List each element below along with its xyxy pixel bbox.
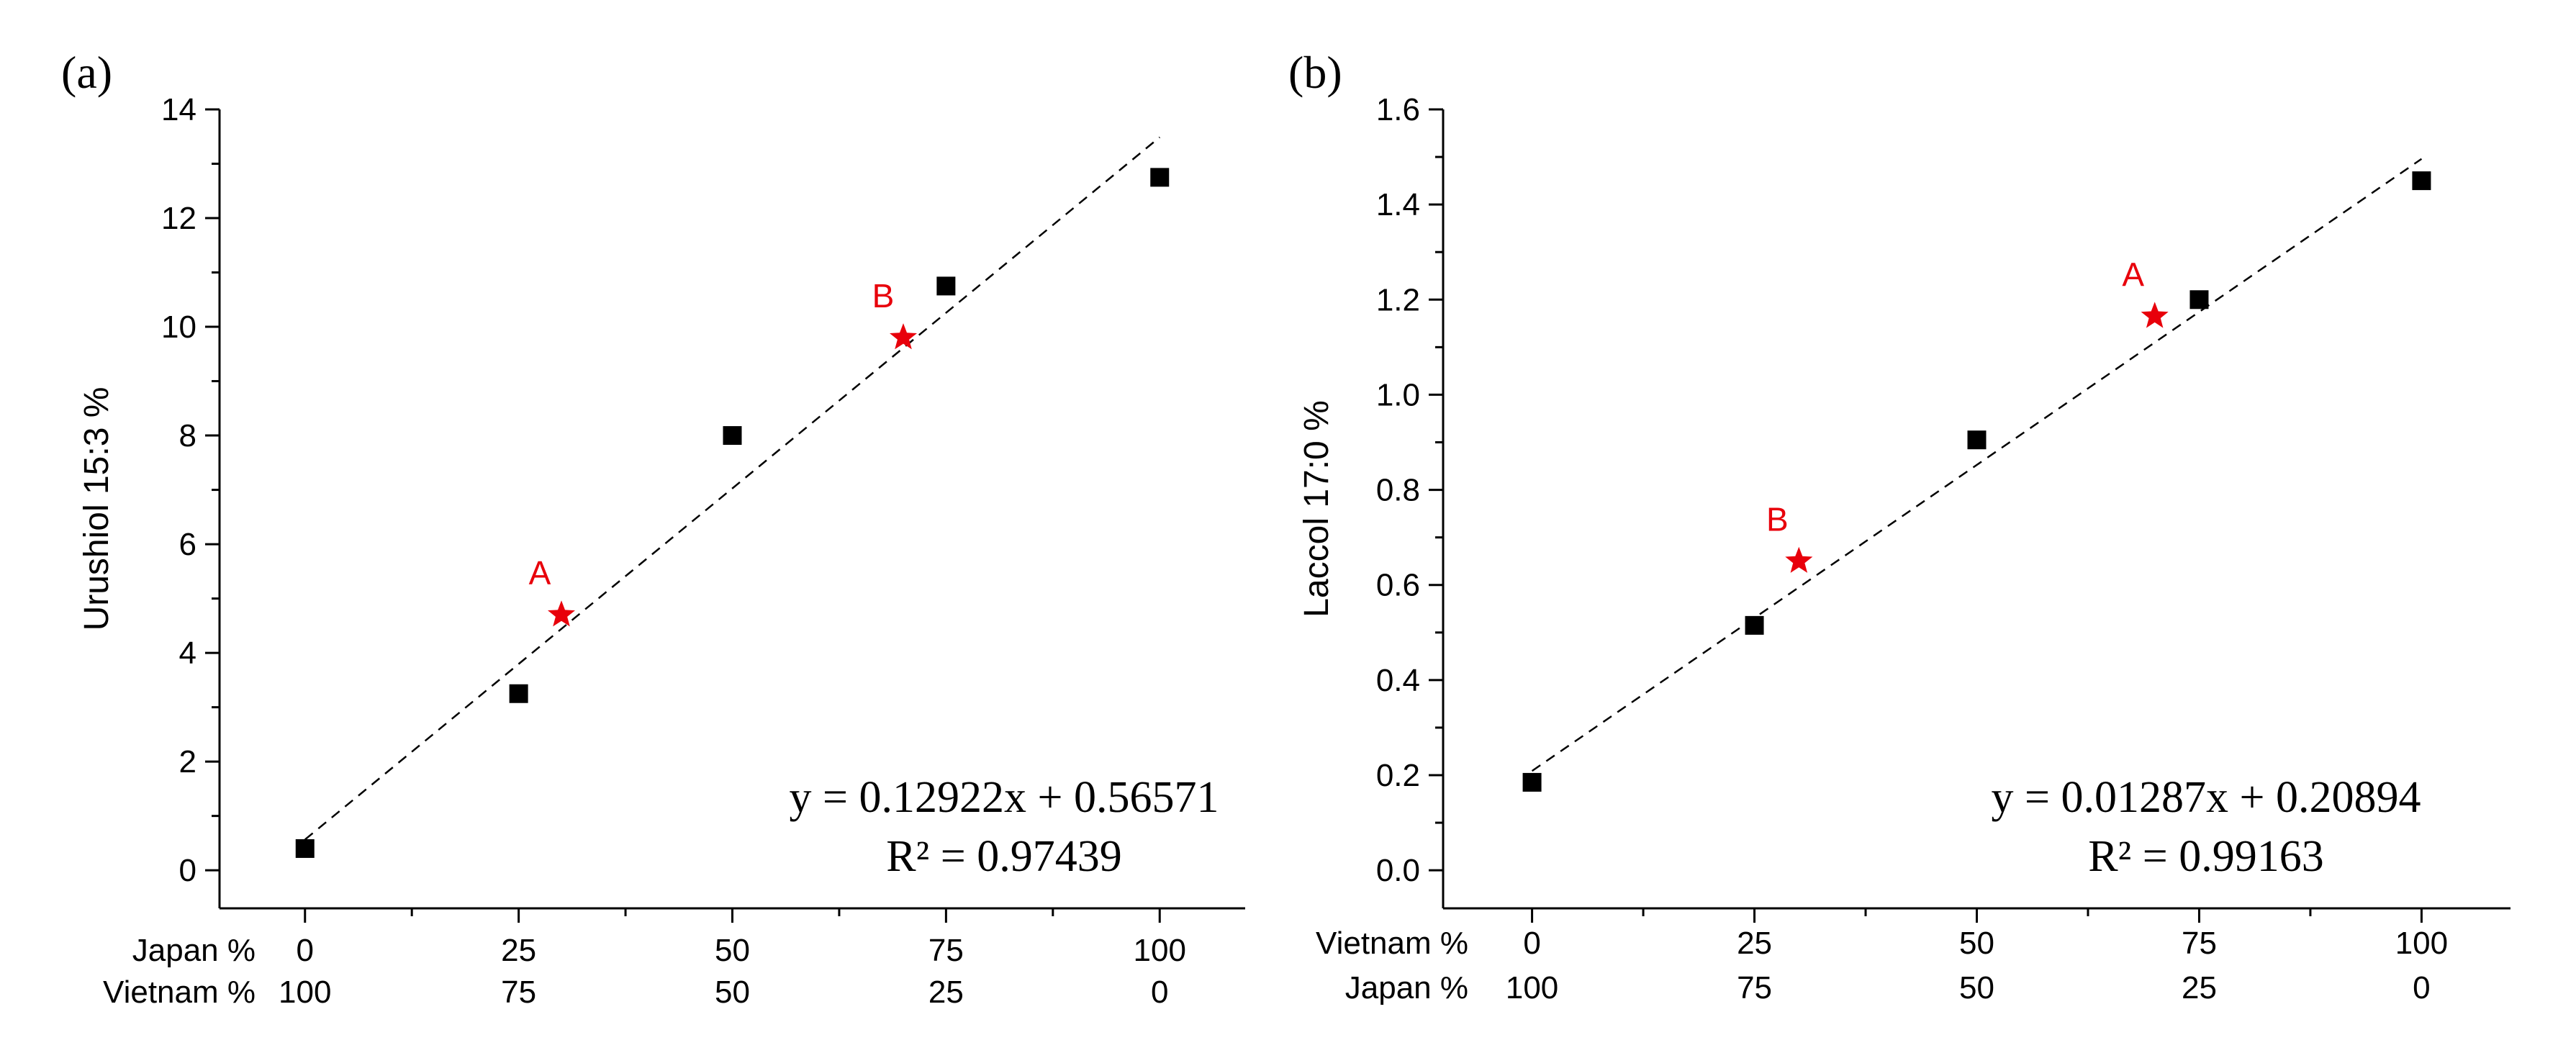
y-tick-label: 6 [179, 527, 196, 562]
panel-label: (b) [1288, 47, 1342, 98]
y-tick-label: 0.4 [1376, 663, 1420, 698]
y-axis-title: Urushiol 15:3 % [78, 387, 116, 631]
y-tick-label: 0.8 [1376, 473, 1420, 508]
x-row-label: Vietnam % [1316, 926, 1468, 961]
x-tick-label: 75 [501, 975, 536, 1010]
x-tick-label: 100 [1134, 933, 1186, 968]
fit-equation: y = 0.01287x + 0.20894 [1992, 773, 2421, 822]
chart-panel-b: (b) 0.0 0.2 0.4 0.6 0.8 1.0 1.2 1.4 1.6 Vietnam % 0… [1288, 47, 2511, 1005]
y-tick-label: 0 [179, 853, 196, 888]
sample-label: B [1766, 501, 1789, 538]
x-tick-label: 50 [715, 975, 750, 1010]
x-tick-label: 25 [2182, 970, 2217, 1005]
x-tick-label: 0 [1523, 926, 1540, 961]
x-tick-label: 0 [297, 933, 314, 968]
y-tick-label: 1.2 [1376, 282, 1420, 317]
x-row-label: Vietnam % [103, 975, 256, 1010]
y-tick-label: 14 [161, 92, 196, 127]
sample-label: A [2122, 256, 2144, 293]
x-tick-label: 0 [2413, 970, 2430, 1005]
data-point [2189, 290, 2209, 309]
chart-panel-a: (a) 0 2 4 6 8 10 12 14 Japan % 0 25 50 75 100 Vietnam %… [61, 47, 1245, 1010]
y-tick-label: 1.0 [1376, 377, 1420, 412]
data-point [723, 426, 742, 446]
x-row-label: Japan % [132, 933, 256, 968]
fit-r-squared: R² = 0.99163 [2088, 832, 2323, 881]
sample-star-a [2141, 302, 2169, 328]
x-tick-label: 50 [1959, 926, 1994, 961]
y-tick-label: 0.0 [1376, 853, 1420, 888]
sample-label: B [872, 277, 895, 315]
y-tick-label: 8 [179, 418, 196, 453]
x-tick-label: 25 [501, 933, 536, 968]
sample-star-b [1785, 546, 1813, 573]
y-tick-label: 0.2 [1376, 758, 1420, 793]
data-point [1150, 168, 1170, 187]
fit-line [1531, 158, 2423, 772]
sample-label: A [529, 554, 551, 592]
x-tick-label: 25 [928, 975, 964, 1010]
data-point [1745, 615, 1764, 635]
y-tick-label: 2 [179, 744, 196, 779]
data-point [509, 684, 528, 703]
panel-label: (a) [61, 47, 112, 98]
sample-star-a [548, 600, 575, 627]
y-tick-label: 1.6 [1376, 92, 1420, 127]
x-row-label: Japan % [1345, 970, 1468, 1005]
x-tick-label: 100 [2395, 926, 2448, 961]
x-tick-label: 75 [928, 933, 964, 968]
x-tick-label: 50 [715, 933, 750, 968]
y-tick-label: 12 [161, 201, 196, 236]
fit-r-squared: R² = 0.97439 [886, 832, 1121, 881]
y-tick-label: 0.6 [1376, 568, 1420, 603]
x-tick-label: 75 [1737, 970, 1772, 1005]
data-point [1967, 430, 1987, 450]
sample-star-b [890, 323, 917, 350]
data-point [936, 276, 956, 296]
data-point [2412, 171, 2431, 191]
x-tick-label: 50 [1959, 970, 1994, 1005]
y-tick-label: 4 [179, 636, 196, 671]
data-point [295, 839, 315, 858]
x-tick-label: 25 [1737, 926, 1772, 961]
x-tick-label: 75 [2182, 926, 2217, 961]
y-tick-label: 10 [161, 309, 196, 345]
data-point [1522, 772, 1542, 792]
y-tick-label: 1.4 [1376, 187, 1420, 222]
x-tick-label: 0 [1151, 975, 1168, 1010]
x-tick-label: 100 [279, 975, 331, 1010]
fit-line [304, 136, 1161, 841]
fit-equation: y = 0.12922x + 0.56571 [790, 773, 1219, 822]
x-tick-label: 100 [1506, 970, 1558, 1005]
y-axis-title: Laccol 17:0 % [1298, 400, 1336, 618]
